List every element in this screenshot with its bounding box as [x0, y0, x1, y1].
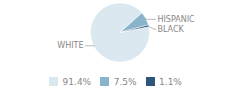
html-text:91.4%: 91.4% [62, 76, 92, 87]
svg-text:HISPANIC: HISPANIC [157, 15, 195, 24]
svg-text:BLACK: BLACK [157, 25, 184, 34]
svg-text:WHITE: WHITE [57, 41, 83, 50]
html-text:1.1%: 1.1% [159, 76, 182, 87]
html-text:7.5%: 7.5% [113, 76, 137, 87]
